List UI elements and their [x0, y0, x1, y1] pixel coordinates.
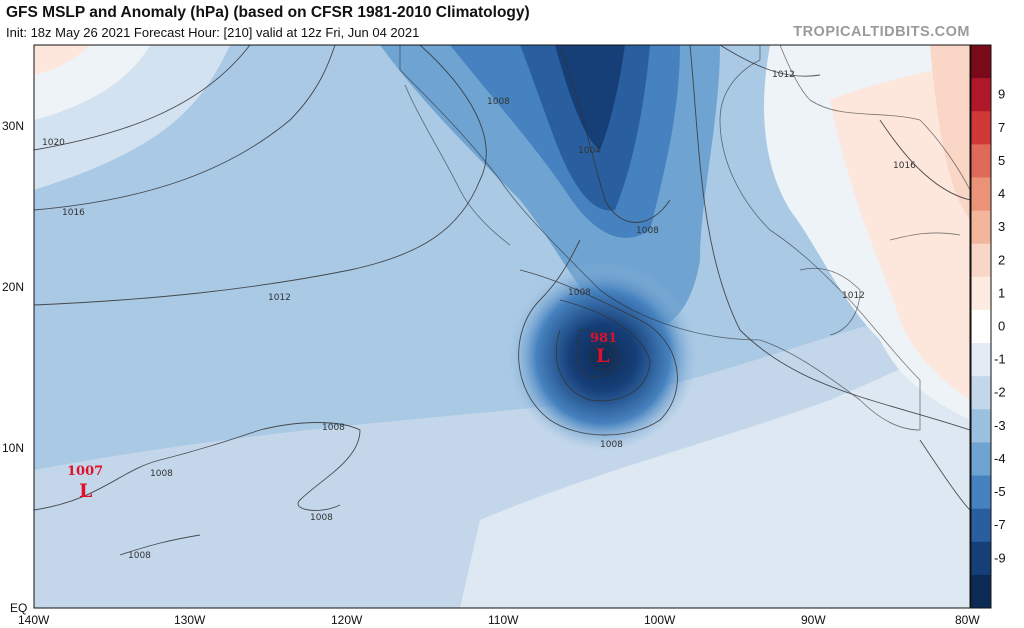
colorbar-tick-label: 3 [998, 219, 1005, 234]
colorbar-tick-label: 7 [998, 120, 1005, 135]
lon-label: 120W [331, 613, 363, 627]
map-frame [33, 44, 971, 609]
colorbar-tick-label: 2 [998, 252, 1005, 267]
colorbar-tick-label: -1 [994, 352, 1006, 367]
site-brand: TROPICALTIDBITS.COM [793, 24, 970, 40]
isobar-label: 1008 [128, 551, 151, 561]
lat-label: EQ [10, 601, 27, 615]
isobar-label: 1008 [600, 440, 623, 450]
colorbar-swatch [971, 376, 991, 410]
colorbar-swatch [971, 409, 991, 443]
isobar-label: 1016 [893, 161, 916, 171]
colorbar-tick-label: -9 [994, 550, 1006, 565]
colorbar-swatch [971, 508, 991, 543]
longitude-labels: 140W 130W 120W 110W 100W 90W 80W [18, 613, 980, 627]
colorbar-swatch [971, 276, 991, 311]
lon-label: 110W [488, 613, 519, 627]
isobar-label: 1012 [268, 293, 291, 303]
anomaly-field [34, 45, 970, 608]
page-title: GFS MSLP and Anomaly (hPa) (based on CFS… [6, 4, 530, 21]
colorbar-swatch [971, 574, 991, 609]
isobar-label: 1012 [772, 70, 795, 80]
colorbar-swatch [971, 210, 991, 245]
colorbar-swatch [971, 442, 991, 477]
colorbar-tick-label: 5 [998, 153, 1005, 168]
colorbar-swatch [971, 475, 991, 510]
forecast-info: Init: 18z May 26 2021 Forecast Hour: [21… [6, 25, 420, 40]
colorbar-swatch [971, 144, 991, 178]
colorbar-swatch [971, 78, 991, 112]
isobar-label: 1012 [842, 291, 865, 301]
lon-label: 140W [18, 613, 50, 627]
colorbar-swatch [971, 343, 991, 377]
low-marker-west: 1007 L [67, 464, 103, 502]
low-pressure-value: 981 [590, 331, 617, 346]
colorbar-tick-label: 4 [998, 186, 1005, 201]
colorbar-swatch [971, 541, 991, 576]
isobar-label: 1008 [568, 288, 591, 298]
isobar-label: 1008 [487, 97, 510, 107]
colorbar-swatch [971, 243, 991, 278]
colorbar-tick-label: 1 [998, 285, 1005, 300]
colorbar-swatch [971, 111, 991, 145]
colorbar-legend: 9 7 5 4 3 2 1 0 -1 -2 -3 -4 -5 -7 -9 [970, 44, 1006, 609]
colorbar-tick-label: -4 [994, 451, 1006, 466]
lon-label: 80W [955, 613, 980, 627]
colorbar-tick-label: -3 [994, 418, 1006, 433]
isobar-label: 1008 [310, 513, 333, 523]
isobar-label: 1008 [636, 226, 659, 236]
colorbar-tick-label: 9 [998, 87, 1005, 102]
low-pressure-value: 1007 [67, 464, 103, 479]
lat-label: 10N [2, 441, 24, 455]
lon-label: 130W [174, 613, 206, 627]
lon-label: 100W [644, 613, 676, 627]
colorbar-tick-label: -2 [994, 385, 1006, 400]
isobar-label: 1008 [150, 469, 173, 479]
isobar-label: 1004 [578, 146, 601, 156]
lat-label: 30N [2, 119, 24, 133]
colorbar-tick-label: -7 [994, 517, 1006, 532]
low-symbol: L [79, 480, 92, 502]
colorbar-tick-label: 0 [998, 319, 1005, 334]
colorbar-swatch [971, 45, 991, 79]
isobar-label: 1008 [322, 423, 345, 433]
latitude-labels: 30N 20N 10N EQ [2, 119, 27, 615]
lat-label: 20N [2, 280, 24, 294]
isobar-label: 1016 [62, 208, 85, 218]
colorbar-frame [970, 44, 992, 609]
low-symbol: L [596, 345, 609, 367]
isobar-labels: 1020 1016 1012 1008 1008 1008 1008 1008 … [42, 70, 916, 561]
isobar-label: 1020 [42, 138, 65, 148]
colorbar-swatch [971, 177, 991, 212]
low-marker-cyclone: 981 L [590, 331, 617, 367]
colorbar-swatch [971, 309, 991, 344]
colorbar-tick-label: -5 [994, 484, 1006, 499]
lon-label: 90W [801, 613, 826, 627]
